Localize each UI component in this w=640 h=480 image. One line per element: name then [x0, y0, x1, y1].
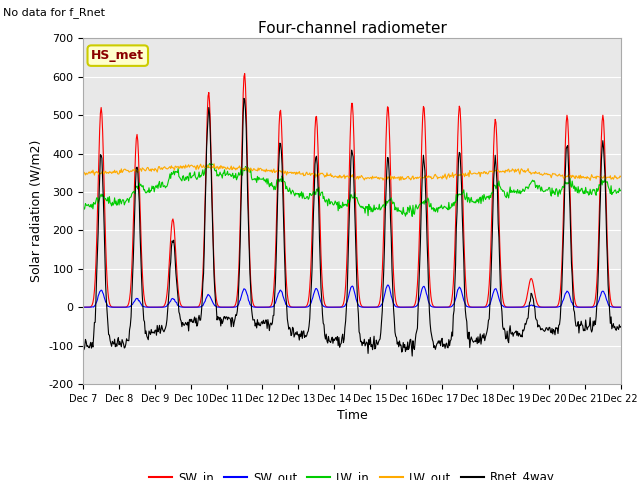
LW_in	[408, 214, 416, 219]
SW_out	[510, 304, 518, 310]
LW_in	[79, 202, 87, 208]
SW_in	[227, 304, 235, 310]
SW_in	[617, 304, 625, 310]
SW_out	[227, 304, 235, 310]
LW_out	[89, 167, 97, 173]
LW_out	[617, 174, 625, 180]
Line: SW_in: SW_in	[83, 73, 621, 307]
LW_in	[205, 161, 213, 167]
Rnet_4way	[435, 338, 442, 344]
LW_out	[418, 175, 426, 180]
Rnet_4way	[617, 324, 625, 330]
SW_out	[418, 287, 426, 292]
SW_in	[418, 135, 426, 141]
SW_out	[89, 304, 97, 310]
Line: LW_out: LW_out	[83, 164, 621, 180]
SW_out	[199, 303, 207, 309]
LW_out	[145, 165, 152, 170]
SW_in	[145, 304, 152, 310]
SW_out	[145, 304, 152, 310]
Text: No data for f_Rnet: No data for f_Rnet	[3, 7, 105, 18]
LW_out	[79, 170, 87, 176]
SW_out	[79, 304, 87, 310]
Rnet_4way	[419, 164, 426, 170]
LW_out	[228, 167, 236, 173]
SW_in	[89, 300, 97, 305]
Rnet_4way	[227, 324, 235, 330]
Text: HS_met: HS_met	[92, 49, 144, 62]
LW_out	[586, 178, 594, 183]
LW_in	[435, 204, 442, 210]
LW_in	[228, 172, 236, 178]
Rnet_4way	[199, 281, 207, 287]
Rnet_4way	[408, 353, 416, 359]
Line: SW_out: SW_out	[83, 285, 621, 307]
LW_out	[434, 176, 442, 182]
SW_out	[617, 304, 625, 310]
SW_in	[510, 304, 518, 310]
Rnet_4way	[240, 96, 248, 101]
SW_out	[434, 304, 442, 310]
LW_out	[210, 161, 218, 167]
LW_in	[145, 189, 152, 195]
LW_out	[199, 164, 207, 170]
SW_in	[434, 304, 442, 310]
LW_in	[89, 206, 97, 212]
LW_in	[199, 167, 207, 173]
Legend: SW_in, SW_out, LW_in, LW_out, Rnet_4way: SW_in, SW_out, LW_in, LW_out, Rnet_4way	[144, 466, 560, 480]
LW_in	[419, 200, 426, 206]
Rnet_4way	[89, 344, 97, 350]
Line: Rnet_4way: Rnet_4way	[83, 98, 621, 356]
SW_out	[385, 282, 392, 288]
SW_in	[241, 71, 248, 76]
SW_in	[199, 272, 207, 277]
Rnet_4way	[79, 344, 87, 350]
X-axis label: Time: Time	[337, 409, 367, 422]
Line: LW_in: LW_in	[83, 164, 621, 216]
Title: Four-channel radiometer: Four-channel radiometer	[257, 21, 447, 36]
Rnet_4way	[145, 337, 152, 343]
Y-axis label: Solar radiation (W/m2): Solar radiation (W/m2)	[30, 140, 43, 282]
SW_in	[79, 304, 87, 310]
LW_in	[617, 187, 625, 193]
